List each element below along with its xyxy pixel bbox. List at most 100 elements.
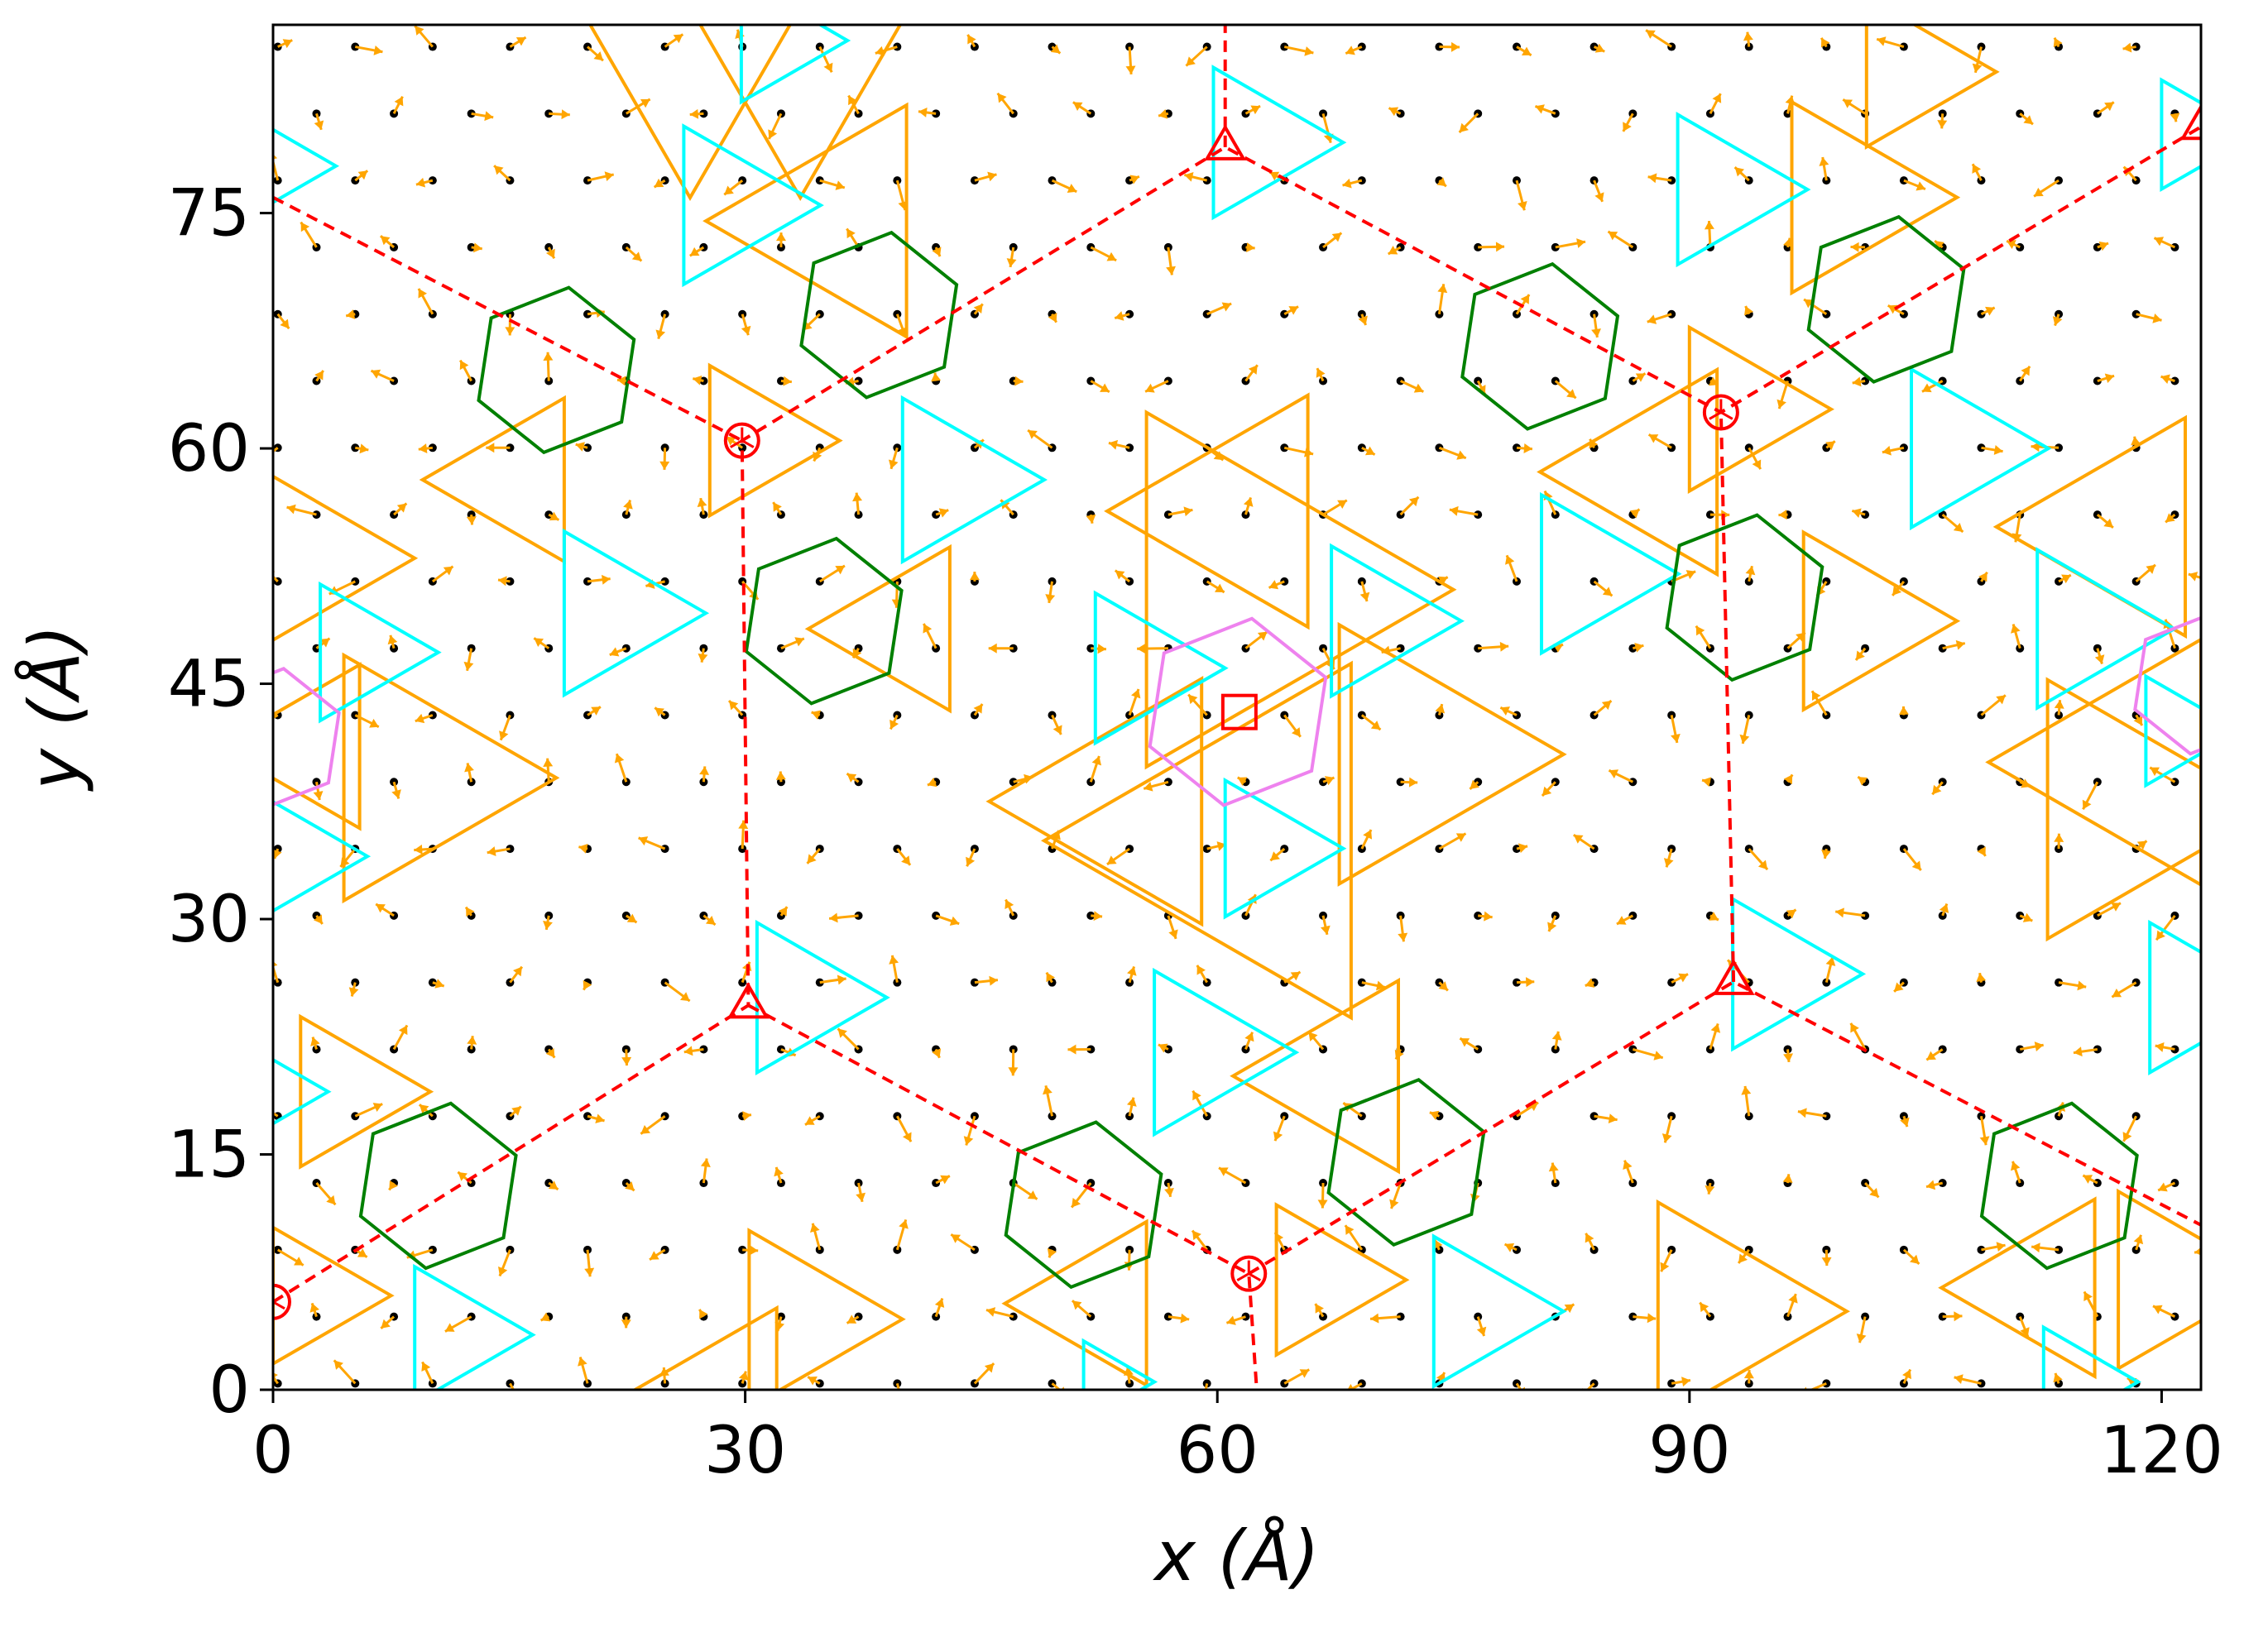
arrow-head (2020, 1327, 2030, 1337)
orange-triangle (273, 662, 362, 831)
arrow-head (1164, 1188, 1174, 1197)
arrow-head (1091, 755, 1102, 766)
arrow-head (2010, 1161, 2021, 1171)
displacement-arrow (2213, 845, 2230, 849)
arrow-head (1710, 1023, 1721, 1033)
arrow-head (997, 93, 1007, 103)
orange-triangle (747, 1228, 906, 1390)
arrow-head (984, 1363, 995, 1373)
magenta-hexagon (1148, 616, 1328, 807)
arrow-head (923, 623, 933, 634)
arrow-head (1028, 430, 1038, 439)
arrow-head (2053, 37, 2063, 48)
arrow-head (1820, 37, 1830, 48)
arrow-head (2073, 1046, 2083, 1057)
arrow-head (1345, 1225, 1355, 1235)
y-tick-label: 45 (168, 648, 250, 722)
arrow-head (1678, 973, 1689, 983)
arrow-head (1317, 1199, 1328, 1209)
arrow-head (1470, 779, 1479, 789)
arrow-head (282, 39, 293, 49)
arrow-head (1115, 311, 1124, 321)
arrow-head (2011, 624, 2021, 634)
arrow-head (415, 713, 425, 724)
arrow-head (1783, 774, 1793, 785)
arrow-head (2053, 1372, 2063, 1383)
cyan-triangle (1093, 590, 1229, 746)
orange-triangle (1001, 1219, 1148, 1388)
arrow-head (1594, 192, 1604, 202)
orange-triangle (419, 395, 566, 565)
arrow-head (1342, 178, 1352, 189)
arrow-head (2061, 574, 2071, 584)
cyan-triangle (273, 127, 340, 204)
arrow-head (1653, 1051, 1663, 1061)
arrow-head (458, 1171, 468, 1181)
arrow-head (1702, 777, 1712, 788)
arrow-head (540, 1312, 551, 1322)
arrow-head (650, 1251, 659, 1260)
arrow-head (1909, 1254, 1920, 1264)
displacement-arrow (1585, 1382, 1595, 1390)
arrow-layer (273, 25, 2230, 1390)
arrow-head (1977, 846, 1986, 856)
arrow-head (1005, 899, 1014, 910)
arrow-head (2146, 564, 2155, 574)
arrow-head (1932, 784, 1942, 795)
displacement-arrow (2208, 1367, 2214, 1384)
cyan-triangle (1731, 896, 1867, 1052)
arrow-head (1014, 376, 1024, 386)
arrow-head (1700, 1302, 1709, 1313)
arrow-head (1500, 706, 1510, 716)
arrow-head (2052, 316, 2063, 326)
arrow-head (310, 1037, 320, 1046)
arrow-head (1976, 973, 1987, 983)
arrow-head (1008, 1067, 1019, 1076)
arrow-head (511, 1106, 521, 1116)
circle-marker-spokes (273, 1288, 285, 1310)
arrow-head (1459, 122, 1469, 133)
arrow-head (1660, 1262, 1670, 1272)
arrow-head (1108, 439, 1119, 450)
arrow-head (444, 1323, 455, 1332)
arrow-head (372, 1103, 383, 1113)
orange-triangle (2045, 677, 2201, 942)
arrow-head (2031, 442, 2040, 452)
arrow-head (1535, 104, 1545, 114)
arrow-head (1608, 1113, 1618, 1124)
arrow-head (2007, 240, 2016, 249)
arrow-head (1821, 850, 1831, 859)
arrow-head (549, 511, 559, 521)
arrow-head (835, 565, 845, 575)
arrow-head (414, 844, 423, 855)
arrow-head (1921, 383, 1932, 393)
arrow-head (1850, 242, 1859, 252)
arrow-head (1370, 721, 1381, 730)
arrow-head (693, 375, 702, 385)
arrow-head (2208, 172, 2217, 182)
arrow-head (463, 661, 474, 671)
arrow-head (1389, 1199, 1399, 1209)
arrow-head (811, 710, 822, 720)
arrow-head (2077, 980, 2087, 991)
arrow-head (499, 730, 509, 740)
triangle-marker (1204, 123, 1247, 160)
arrow-head (1695, 625, 1705, 636)
arrow-head (949, 916, 960, 927)
atom (2209, 845, 2218, 853)
arrow-head (1935, 241, 1944, 251)
arrow-head (856, 1192, 866, 1202)
plot-area (273, 25, 2230, 1390)
arrow-head (988, 643, 997, 654)
atom (2209, 443, 2218, 452)
arrow-head (1661, 1133, 1672, 1143)
arrow-head (1288, 306, 1299, 315)
arrow-head (967, 34, 976, 45)
arrow-head (1564, 1304, 1575, 1314)
arrow-head (376, 903, 386, 913)
arrow-head (1097, 644, 1106, 654)
arrow-head (2152, 314, 2162, 323)
arrow-head (2133, 716, 2143, 725)
arrow-head (1825, 956, 1836, 966)
